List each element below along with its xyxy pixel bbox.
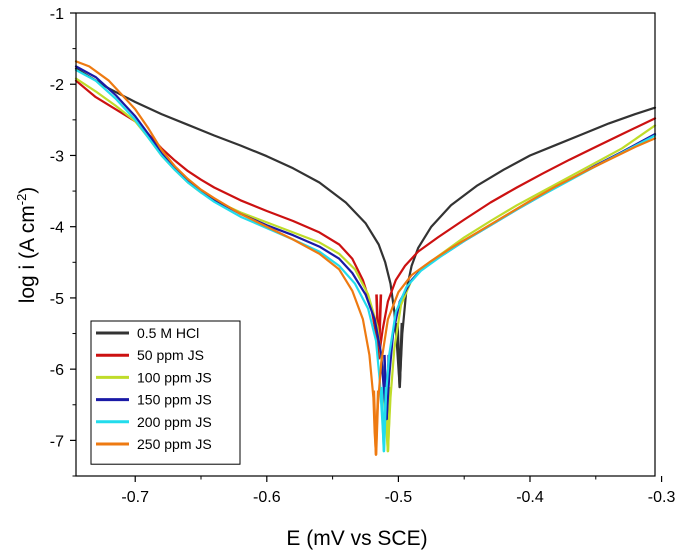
- series-line-250-ppm-js: [74, 60, 657, 456]
- y-axis-title-main: log i (A cm: [16, 205, 39, 303]
- legend: 0.5 M HCl 50 ppm JS 100 ppm JS 150 ppm JS 20…: [90, 320, 241, 465]
- corrosion-spike-0-5-m-hcl: [396, 322, 404, 389]
- corrosion-spike-250-ppm-js: [372, 390, 380, 456]
- legend-label: 150 ppm JS: [137, 392, 212, 408]
- y-tick-label: -1: [50, 6, 64, 23]
- y-tick-label: -7: [50, 433, 64, 450]
- x-tick-label: -0.7: [121, 489, 149, 506]
- y-tick-label: -5: [50, 291, 64, 308]
- x-tick-label: -0.4: [516, 489, 544, 506]
- x-tick-label: -0.3: [648, 489, 676, 506]
- legend-label: 200 ppm JS: [137, 414, 212, 430]
- legend-label: 50 ppm JS: [137, 347, 204, 363]
- corrosion-spike-200-ppm-js: [380, 386, 388, 453]
- legend-label: 100 ppm JS: [137, 369, 212, 385]
- y-tick-label: -2: [50, 77, 64, 94]
- y-tick-label: -4: [50, 220, 64, 237]
- x-tick-label: -0.5: [385, 489, 413, 506]
- series-line-0-5-m-hcl: [74, 67, 657, 389]
- legend-box: [90, 320, 241, 465]
- y-axis-title-tail: ): [16, 187, 39, 194]
- y-tick-label: -3: [50, 148, 64, 165]
- axes: -0.7 -0.6 -0.5 -0.4 -0.3 -1 -2 -3 -4 -5 -6 -7: [50, 6, 676, 506]
- curves: [74, 60, 657, 456]
- x-tick-label: -0.6: [253, 489, 281, 506]
- legend-label: 250 ppm JS: [137, 436, 212, 452]
- y-axis-title: log i (A cm-2): [14, 187, 39, 304]
- plot-frame: [75, 12, 656, 477]
- x-axis-title: E (mV vs SCE): [286, 527, 427, 550]
- y-tick-label: -6: [50, 362, 64, 379]
- legend-label: 0.5 M HCl: [137, 325, 199, 341]
- y-axis-title-sup: -2: [14, 194, 29, 206]
